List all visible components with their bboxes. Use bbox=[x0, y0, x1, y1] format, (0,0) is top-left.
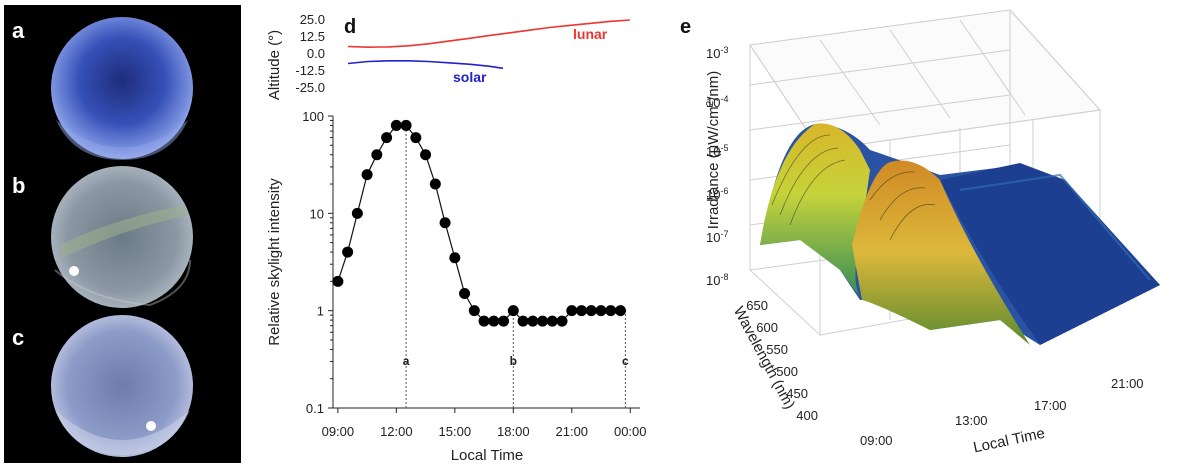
intensity-chart: Relative skylight intensity Local Time 1… bbox=[266, 109, 647, 464]
data-point bbox=[459, 288, 471, 300]
panel-d: d Altitude (°) 25.0 12.5 0.0 -12.5 -25.0… bbox=[266, 12, 647, 464]
marker-label: c bbox=[622, 354, 629, 368]
wavelength-tick-label: 500 bbox=[776, 364, 798, 379]
y-tick-label: 0.1 bbox=[306, 401, 324, 416]
data-point bbox=[390, 119, 402, 131]
x-tick-label: 09:00 bbox=[322, 424, 355, 439]
marker-label: a bbox=[403, 354, 410, 368]
altitude-tick-label: 25.0 bbox=[300, 12, 325, 27]
x-tick-label: 00:00 bbox=[614, 424, 647, 439]
data-point bbox=[546, 315, 558, 327]
altitude-tick-label: -25.0 bbox=[295, 80, 325, 95]
sky-image-b bbox=[51, 166, 193, 308]
time-tick-label: 17:00 bbox=[1034, 398, 1067, 413]
data-point bbox=[615, 305, 627, 317]
data-point bbox=[585, 305, 597, 317]
lunar-legend-label: lunar bbox=[573, 26, 608, 42]
photo-panel: a b c bbox=[4, 5, 241, 463]
data-point bbox=[429, 178, 441, 190]
data-point bbox=[420, 149, 432, 161]
data-point bbox=[488, 315, 500, 327]
data-point bbox=[478, 315, 490, 327]
time-axis-title: Local Time bbox=[972, 425, 1046, 457]
wavelength-tick-label: 550 bbox=[766, 342, 788, 357]
data-point bbox=[595, 305, 607, 317]
z-tick-label: 10-7 bbox=[706, 229, 728, 245]
time-tick-label: 21:00 bbox=[1111, 376, 1144, 391]
altitude-tick-label: 0.0 bbox=[307, 46, 325, 61]
x-axis-title: Local Time bbox=[451, 447, 524, 464]
wavelength-tick-label: 600 bbox=[756, 320, 778, 335]
altitude-line-solar bbox=[347, 60, 504, 70]
x-tick-label: 21:00 bbox=[556, 424, 589, 439]
time-tick-label: 09:00 bbox=[860, 433, 893, 448]
data-point bbox=[361, 169, 373, 181]
sky-image-a bbox=[51, 17, 193, 160]
marker-label: b bbox=[510, 354, 517, 368]
y-tick-label: 1 bbox=[317, 304, 324, 319]
data-point bbox=[439, 217, 451, 229]
data-point bbox=[605, 305, 617, 317]
data-point bbox=[400, 119, 412, 131]
data-point bbox=[507, 305, 519, 317]
data-point bbox=[410, 132, 422, 144]
data-point bbox=[351, 207, 363, 219]
sky-image-c bbox=[51, 315, 193, 457]
z-axis-title: Irradiance (μW/cm2/nm) bbox=[705, 71, 722, 229]
wavelength-tick-label: 650 bbox=[746, 298, 768, 313]
data-point bbox=[371, 149, 383, 161]
z-tick-label: 10-8 bbox=[706, 272, 728, 288]
altitude-line-lunar bbox=[347, 19, 630, 49]
data-point bbox=[468, 305, 480, 317]
data-point bbox=[381, 132, 393, 144]
panel-letter-e: e bbox=[680, 16, 691, 38]
time-axis: 09:00 13:00 17:00 21:00 Local Time bbox=[860, 376, 1144, 456]
z-axis: Irradiance (μW/cm2/nm) 10-3 10-4 10-5 10… bbox=[705, 45, 728, 288]
wavelength-tick-label: 450 bbox=[786, 386, 808, 401]
x-tick-label: 12:00 bbox=[380, 424, 413, 439]
irradiance-surface bbox=[760, 123, 1160, 345]
panel-letter-a: a bbox=[12, 18, 25, 43]
altitude-axis-label: Altitude (°) bbox=[266, 30, 283, 100]
data-point bbox=[498, 315, 510, 327]
z-tick-label: 10-5 bbox=[706, 143, 728, 159]
y-axis-title: Relative skylight intensity bbox=[266, 178, 283, 346]
data-point bbox=[449, 252, 461, 264]
data-point bbox=[556, 315, 568, 327]
data-point bbox=[517, 315, 529, 327]
altitude-tick-label: -12.5 bbox=[295, 63, 325, 78]
data-point bbox=[342, 246, 354, 258]
data-point bbox=[332, 275, 344, 287]
panel-letter-d: d bbox=[344, 16, 356, 38]
data-point bbox=[537, 315, 549, 327]
data-point bbox=[566, 305, 578, 317]
wavelength-axis: Wavelength (nm) 650 600 550 500 450 400 bbox=[730, 298, 818, 423]
z-tick-label: 10-6 bbox=[706, 186, 728, 202]
data-point bbox=[527, 315, 539, 327]
panel-letter-b: b bbox=[12, 173, 25, 198]
data-point bbox=[576, 305, 588, 317]
y-tick-label: 10 bbox=[310, 206, 324, 221]
x-tick-label: 18:00 bbox=[497, 424, 530, 439]
panel-e: e bbox=[680, 9, 1160, 456]
z-tick-label: 10-3 bbox=[706, 45, 728, 61]
x-tick-label: 15:00 bbox=[439, 424, 472, 439]
altitude-tick-label: 12.5 bbox=[300, 29, 325, 44]
y-tick-label: 100 bbox=[302, 109, 324, 124]
solar-legend-label: solar bbox=[453, 69, 487, 85]
panel-letter-c: c bbox=[12, 325, 24, 350]
time-tick-label: 13:00 bbox=[955, 413, 988, 428]
altitude-chart: Altitude (°) 25.0 12.5 0.0 -12.5 -25.0 l… bbox=[266, 12, 630, 100]
z-tick-label: 10-4 bbox=[706, 94, 728, 110]
wavelength-tick-label: 400 bbox=[796, 408, 818, 423]
